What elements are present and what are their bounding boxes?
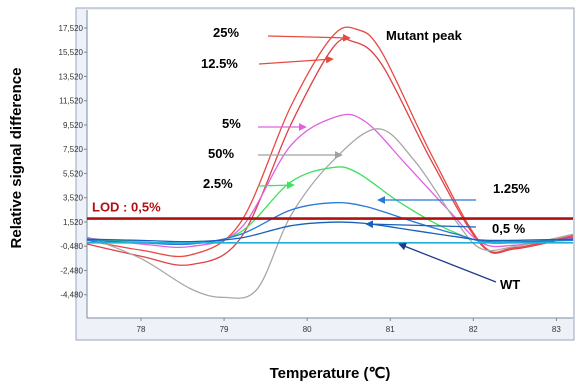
y-axis-title: Relative signal difference <box>8 68 25 249</box>
annotation-arrow-25 <box>267 33 351 42</box>
annotation-1-25: 1.25% <box>493 181 530 196</box>
x-tick-label: 78 <box>137 325 146 334</box>
x-tick-label: 80 <box>303 325 312 334</box>
annotation-2-5: 2.5% <box>203 176 233 191</box>
y-tick-label: 11,520 <box>59 97 83 106</box>
series-line-0-5 <box>86 221 574 243</box>
x-tick-label: 82 <box>469 325 478 334</box>
y-tick-label: 15,520 <box>59 48 84 57</box>
y-tick-label: 13,520 <box>59 72 84 81</box>
x-tick-label: 83 <box>552 325 561 334</box>
x-axis-title: Temperature (℃) <box>270 365 391 382</box>
annotation-WT: WT <box>500 277 520 292</box>
lod-label: LOD : 0,5% <box>92 200 161 215</box>
x-tick-label: 79 <box>220 325 229 334</box>
y-tick-label: -0,480 <box>60 242 83 251</box>
y-tick-label: 5,520 <box>63 169 84 178</box>
x-tick-label: 81 <box>386 325 395 334</box>
annotation-Mutant-peak: Mutant peak <box>386 28 463 43</box>
annotation-0-5: 0,5 % <box>492 221 526 236</box>
y-tick-label: 9,520 <box>63 121 84 130</box>
y-tick-label: 1,520 <box>63 218 84 227</box>
annotation-arrow-0-5 <box>365 220 477 229</box>
annotation-25: 25% <box>213 25 239 40</box>
y-tick-label: 7,520 <box>63 145 84 154</box>
y-tick-label: 17,520 <box>59 24 84 33</box>
annotation-5: 5% <box>222 116 241 131</box>
annotation-50: 50% <box>208 146 234 161</box>
annotation-12-5: 12.5% <box>201 56 238 71</box>
series-line-25 <box>86 26 574 258</box>
y-tick-label: 3,520 <box>63 194 84 203</box>
y-tick-label: -4,480 <box>60 291 83 300</box>
annotation-arrow-12-5 <box>258 55 334 65</box>
series-line-50 <box>86 128 574 299</box>
y-tick-label: -2,480 <box>60 266 83 275</box>
series-line-12-5 <box>86 38 574 266</box>
annotation-arrow-2-5 <box>257 181 295 190</box>
annotation-arrow-WT <box>398 242 497 283</box>
